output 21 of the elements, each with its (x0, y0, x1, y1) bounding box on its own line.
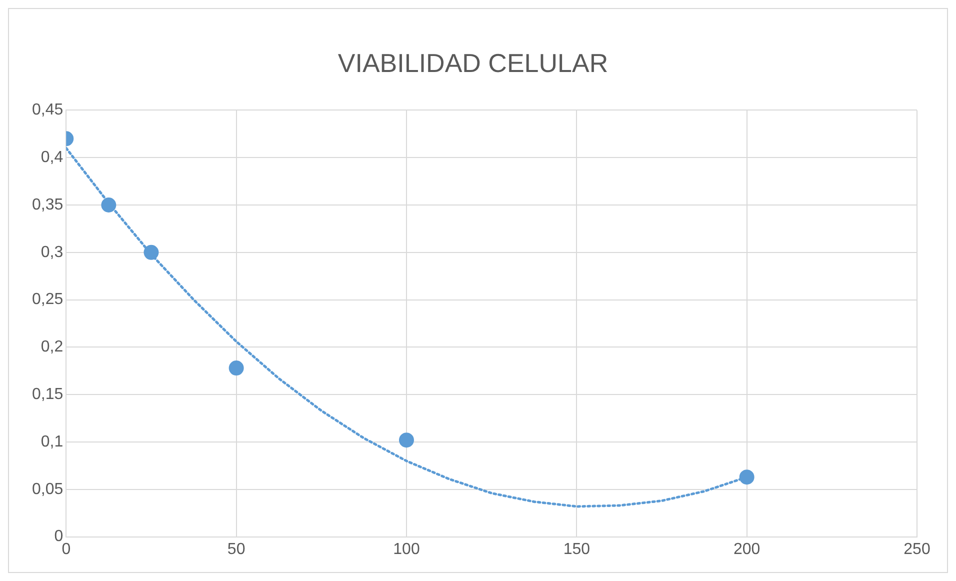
y-tick-label: 0,45 (32, 102, 64, 119)
y-tick-label: 0 (54, 528, 64, 546)
y-tick-label: 0,4 (40, 149, 64, 166)
x-tick-label: 200 (733, 540, 760, 558)
x-tick-label: 100 (393, 540, 420, 558)
y-tick-label: 0,35 (32, 196, 64, 214)
y-tick-label: 0,05 (32, 480, 64, 498)
y-tick-label: 0,1 (40, 433, 64, 450)
y-tick-label: 0,2 (40, 338, 64, 356)
point (398, 432, 414, 448)
x-tick-label: 50 (227, 540, 246, 558)
x-tick-label: 150 (563, 540, 590, 558)
y-tick-label: 0,25 (32, 291, 64, 308)
point (101, 198, 116, 212)
point (739, 470, 754, 485)
x-tick-label: 250 (904, 540, 930, 558)
y-tick-label: 0,3 (40, 244, 64, 261)
chart-title: VIABILIDAD CELULAR (338, 48, 608, 78)
point (144, 244, 159, 260)
point (228, 360, 244, 376)
y-tick-label: 0,15 (32, 386, 64, 404)
